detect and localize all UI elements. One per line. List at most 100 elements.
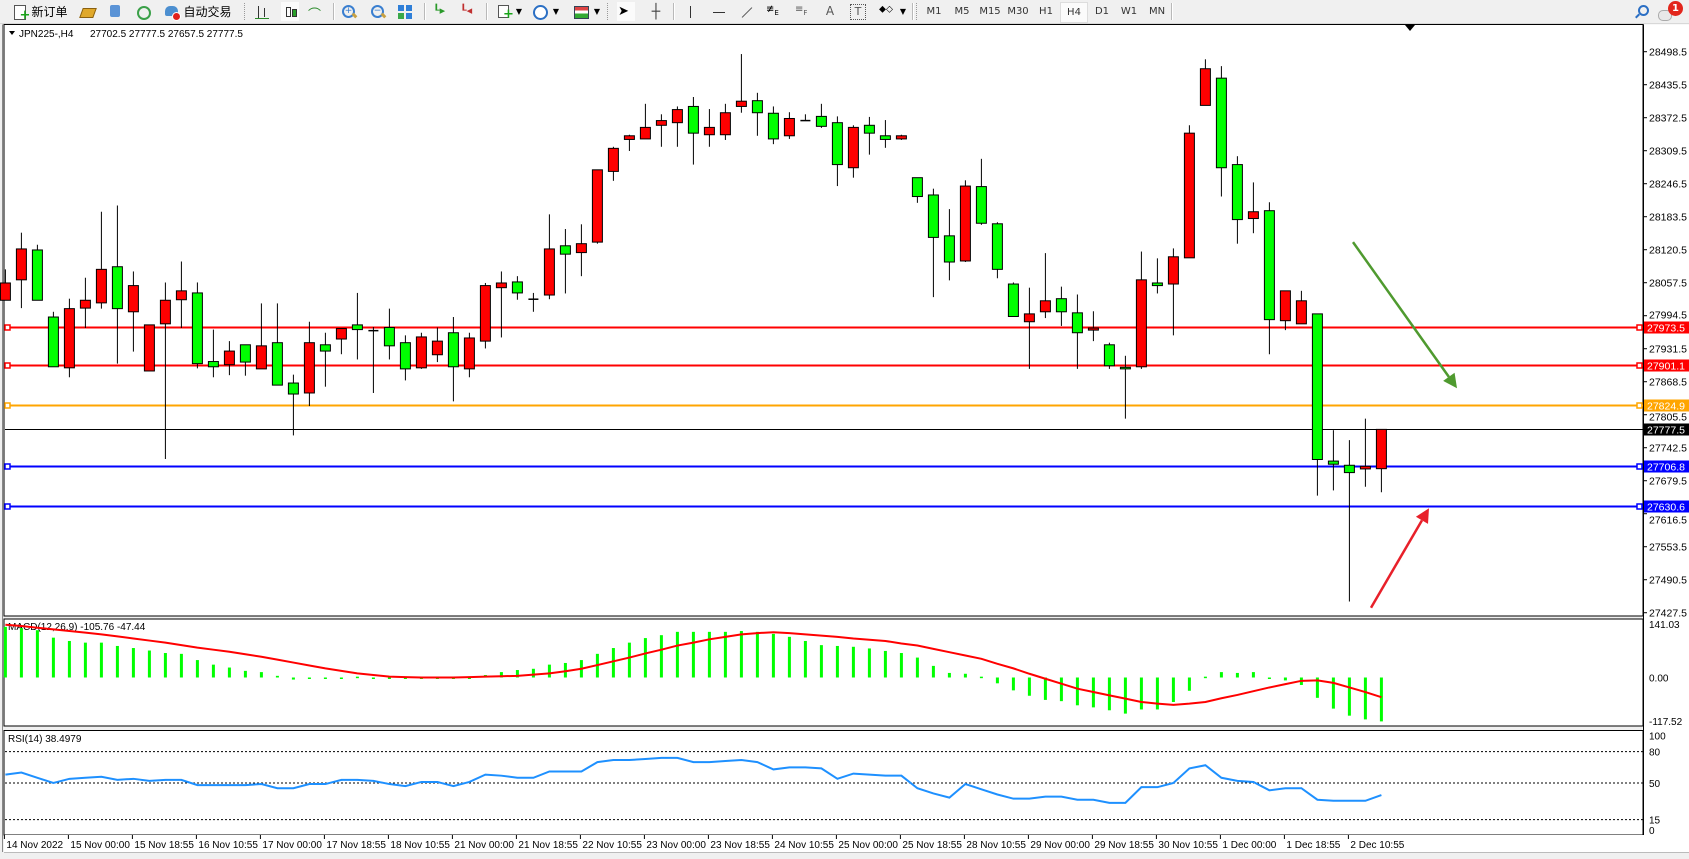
- period-button-m5[interactable]: M5: [954, 6, 970, 17]
- periods-button[interactable]: [531, 2, 549, 21]
- line-anchor-handle[interactable]: [1636, 463, 1643, 470]
- candle[interactable]: [559, 229, 571, 294]
- toolbar-grip[interactable]: [607, 3, 611, 20]
- auto-scroll-button[interactable]: ┖◂: [459, 2, 477, 21]
- periods-dropdown[interactable]: ▼: [552, 7, 560, 16]
- candle[interactable]: [800, 114, 811, 122]
- candle[interactable]: [1119, 355, 1131, 419]
- line-anchor-handle[interactable]: [1636, 503, 1643, 510]
- chart-shift-button[interactable]: ┖▸: [432, 2, 450, 21]
- tile-windows-button[interactable]: [396, 2, 414, 21]
- candle[interactable]: [1023, 287, 1035, 369]
- candle[interactable]: [447, 317, 459, 402]
- candle[interactable]: [95, 211, 107, 309]
- candle[interactable]: [863, 116, 875, 155]
- candle[interactable]: [1359, 418, 1371, 487]
- candle[interactable]: [191, 282, 203, 369]
- new-order-button[interactable]: + 新订单: [8, 2, 72, 22]
- toolbar-grip[interactable]: [244, 3, 248, 20]
- candle[interactable]: [399, 335, 411, 381]
- line-anchor-handle[interactable]: [1636, 402, 1643, 409]
- candle[interactable]: [111, 205, 123, 364]
- candle[interactable]: [255, 303, 267, 370]
- candle[interactable]: [0, 269, 11, 301]
- candle[interactable]: [719, 103, 731, 140]
- bar-chart-button[interactable]: [253, 2, 271, 21]
- candle[interactable]: [127, 271, 139, 352]
- candle[interactable]: [159, 282, 171, 459]
- candle[interactable]: [655, 114, 667, 147]
- line-anchor-handle[interactable]: [4, 324, 11, 331]
- toolbar-grip[interactable]: [916, 3, 920, 20]
- fibonacci-fan-button[interactable]: ≡F: [794, 2, 812, 21]
- market-watch-button[interactable]: [78, 2, 97, 21]
- data-window-button[interactable]: [106, 2, 124, 21]
- navigator-button[interactable]: [134, 2, 152, 21]
- candle[interactable]: [63, 298, 75, 378]
- chart-menu-triangle-icon[interactable]: [9, 31, 15, 35]
- candle[interactable]: [575, 224, 587, 277]
- candle[interactable]: [767, 106, 779, 145]
- candle[interactable]: [1039, 253, 1051, 319]
- period-button-mn[interactable]: MN: [1148, 6, 1166, 17]
- candle[interactable]: [15, 232, 27, 309]
- candle[interactable]: [1311, 313, 1323, 496]
- candle[interactable]: [431, 327, 443, 363]
- candle[interactable]: [895, 134, 907, 140]
- candle[interactable]: [943, 209, 955, 281]
- arrows-button[interactable]: ⬥⬦: [878, 2, 896, 21]
- text-label-button[interactable]: T: [849, 2, 867, 21]
- candle[interactable]: [31, 244, 43, 301]
- candle[interactable]: [783, 112, 795, 139]
- trend-arrow[interactable]: [1369, 508, 1429, 609]
- candle[interactable]: [671, 106, 683, 147]
- candle[interactable]: [335, 328, 347, 355]
- crosshair-button[interactable]: ┼: [647, 2, 665, 21]
- line-anchor-handle[interactable]: [4, 463, 11, 470]
- period-button-m1[interactable]: M1: [926, 6, 942, 17]
- period-button-m15[interactable]: M15: [979, 6, 1001, 17]
- candle[interactable]: [303, 321, 315, 407]
- templates-dropdown[interactable]: ▼: [593, 7, 601, 16]
- candle[interactable]: [1295, 290, 1307, 325]
- period-button-m30[interactable]: M30: [1007, 6, 1029, 17]
- candle[interactable]: [1183, 125, 1195, 259]
- candle[interactable]: [47, 311, 59, 368]
- candle[interactable]: [1151, 258, 1163, 294]
- line-anchor-handle[interactable]: [4, 503, 11, 510]
- candle[interactable]: [479, 282, 491, 349]
- candle[interactable]: [1231, 156, 1243, 244]
- candle[interactable]: [815, 103, 827, 128]
- trendline-button[interactable]: [738, 2, 756, 21]
- candle[interactable]: [1263, 202, 1275, 355]
- candle[interactable]: [143, 324, 155, 372]
- candle[interactable]: [287, 374, 299, 436]
- candle[interactable]: [1135, 251, 1147, 369]
- candle[interactable]: [543, 214, 555, 300]
- candle[interactable]: [1279, 290, 1291, 331]
- templates-button[interactable]: [572, 2, 590, 21]
- candle[interactable]: [1167, 248, 1179, 336]
- search-button[interactable]: [1632, 2, 1650, 21]
- candle[interactable]: [415, 332, 427, 369]
- candle[interactable]: [687, 97, 699, 165]
- candle[interactable]: [1199, 59, 1211, 106]
- candle[interactable]: [383, 308, 395, 360]
- indicators-dropdown[interactable]: ▼: [515, 7, 523, 16]
- line-anchor-handle[interactable]: [1636, 324, 1643, 331]
- candle[interactable]: [1007, 282, 1019, 317]
- candle[interactable]: [1215, 66, 1227, 197]
- period-button-d1[interactable]: D1: [1094, 6, 1110, 17]
- candle[interactable]: [1247, 182, 1259, 234]
- line-anchor-handle[interactable]: [4, 362, 11, 369]
- line-chart-button[interactable]: ⌒: [307, 2, 325, 23]
- candle[interactable]: [703, 109, 715, 147]
- line-anchor-handle[interactable]: [4, 402, 11, 409]
- candle[interactable]: [959, 180, 971, 263]
- candle[interactable]: [1087, 311, 1099, 342]
- candle[interactable]: [463, 332, 475, 378]
- candle[interactable]: [368, 326, 379, 393]
- line-anchor-handle[interactable]: [1636, 362, 1643, 369]
- trend-arrow[interactable]: [1351, 241, 1457, 389]
- candle[interactable]: [239, 344, 251, 376]
